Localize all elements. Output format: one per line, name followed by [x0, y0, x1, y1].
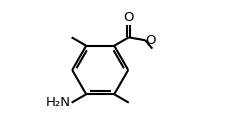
Text: O: O [124, 11, 134, 24]
Text: H₂N: H₂N [46, 96, 71, 109]
Text: O: O [146, 34, 156, 47]
